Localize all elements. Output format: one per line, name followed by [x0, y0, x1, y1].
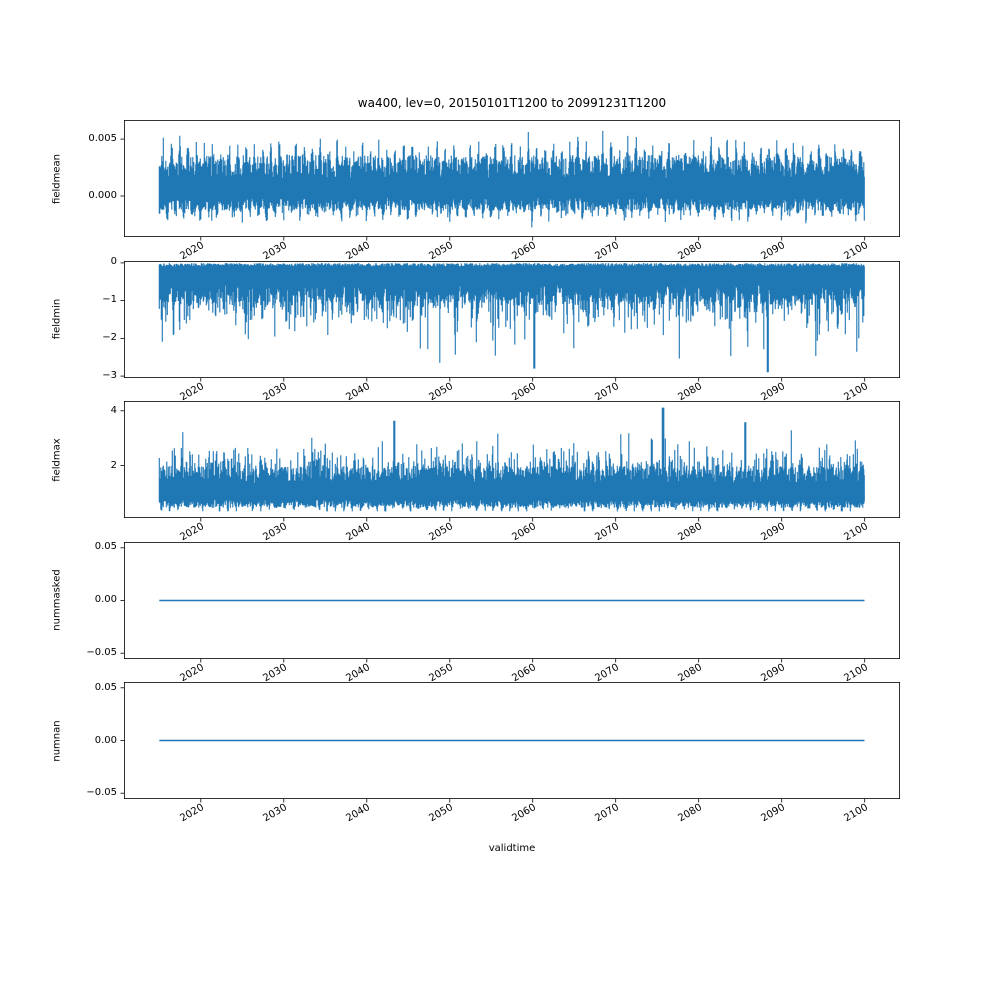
x-tick-label: 2100: [842, 380, 871, 403]
x-tick-label: 2100: [842, 802, 871, 825]
y-tick-label: −0.05: [86, 787, 117, 799]
x-tick-label: 2080: [676, 380, 705, 403]
plot-area-fieldmax: [120, 401, 901, 522]
chart-title: wa400, lev=0, 20150101T1200 to 20991231T…: [357, 96, 667, 110]
x-tick-label: 2090: [759, 802, 788, 825]
x-tick-label: 2070: [593, 380, 622, 403]
subplot-fieldmin: fieldmin 0 −1 −2 −3 2020 2030 2040 2050 2060 2070…: [52, 257, 901, 403]
y-tick-label: −0.05: [86, 646, 117, 658]
x-tick-label: 2060: [510, 380, 539, 403]
x-tick-label: 2080: [676, 802, 705, 825]
subplot-fieldmax: fieldmax 4 2 2020 2030 2040 2050 2060 2070 2080 2…: [52, 401, 901, 543]
x-tick-label: 2050: [427, 802, 456, 825]
y-tick-label: 0.005: [88, 133, 117, 145]
y-tick-label: 0.00: [94, 594, 117, 605]
x-tick-label: 2090: [759, 380, 788, 403]
x-tick-label: 2050: [427, 240, 456, 263]
y-axis-label-fieldmax: fieldmax: [51, 437, 63, 482]
y-axis-label-fieldmean: fieldmean: [51, 153, 63, 204]
x-tick-label: 2040: [344, 380, 373, 403]
x-tick-label: 2050: [427, 521, 456, 544]
x-tick-label: 2030: [261, 240, 290, 263]
x-tick-label: 2070: [593, 802, 622, 825]
x-tick-label: 2090: [759, 661, 788, 684]
plot-area-fieldmean: [120, 120, 901, 241]
x-tick-label: 2030: [261, 802, 290, 825]
y-axis-label-numnan: numnan: [51, 719, 63, 762]
subplot-fieldmean: fieldmean 0.005 0.000 2020 2030 2040 2050 2060…: [52, 120, 901, 262]
x-tick-label: 2060: [510, 240, 539, 263]
x-tick-label: 2060: [510, 802, 539, 825]
y-tick-label: 0.000: [88, 190, 117, 201]
y-tick-label: 0: [110, 256, 117, 268]
x-tick-label: 2070: [593, 661, 622, 684]
x-axis-label: validtime: [488, 843, 536, 854]
y-tick-label: 4: [110, 404, 117, 416]
x-tick-label: 2080: [676, 661, 705, 684]
x-tick-label: 2060: [510, 661, 539, 684]
x-tick-label: 2050: [427, 661, 456, 684]
x-tick-label: 2080: [676, 521, 705, 544]
x-tick-label: 2030: [261, 661, 290, 684]
y-tick-label: 0.05: [94, 541, 117, 553]
y-tick-label: 2: [110, 459, 117, 471]
x-tick-label: 2040: [344, 521, 373, 544]
y-tick-label: −2: [102, 331, 117, 343]
x-tick-label: 2020: [178, 661, 207, 684]
x-tick-label: 2070: [593, 521, 622, 544]
x-tick-label: 2040: [344, 802, 373, 825]
x-tick-label: 2070: [593, 240, 622, 263]
plot-area-fieldmin: [120, 260, 901, 381]
x-tick-label: 2100: [842, 661, 871, 684]
x-tick-label: 2020: [178, 380, 207, 403]
x-tick-label: 2100: [842, 240, 871, 263]
x-tick-label: 2050: [427, 380, 456, 403]
y-tick-label: −3: [102, 369, 117, 381]
y-tick-label: −1: [102, 294, 117, 306]
plot-area-numnan: [120, 682, 901, 803]
x-tick-label: 2040: [344, 661, 373, 684]
x-tick-label: 2100: [842, 521, 871, 544]
y-axis-label-fieldmin: fieldmin: [51, 298, 63, 340]
x-tick-label: 2030: [261, 521, 290, 544]
y-tick-label: 0.00: [94, 734, 117, 746]
x-tick-label: 2090: [759, 521, 788, 544]
x-tick-label: 2030: [261, 380, 290, 403]
y-tick-label: 0.05: [94, 681, 117, 693]
x-tick-label: 2040: [344, 240, 373, 263]
subplot-nummasked: nummasked 0.05 0.00 −0.05 2020 2030 2040 2050 2…: [52, 541, 901, 684]
x-tick-label: 2020: [178, 240, 207, 263]
y-axis-label-nummasked: nummasked: [51, 569, 63, 631]
x-tick-label: 2090: [759, 240, 788, 263]
x-tick-label: 2060: [510, 521, 539, 544]
plot-area-nummasked: [120, 541, 901, 662]
x-tick-label: 2080: [676, 240, 705, 263]
subplot-numnan: numnan 0.05 0.00 −0.05 2020 2030 2040 2050 2060…: [52, 682, 901, 824]
x-tick-label: 2020: [178, 802, 207, 825]
x-tick-label: 2020: [178, 521, 207, 544]
